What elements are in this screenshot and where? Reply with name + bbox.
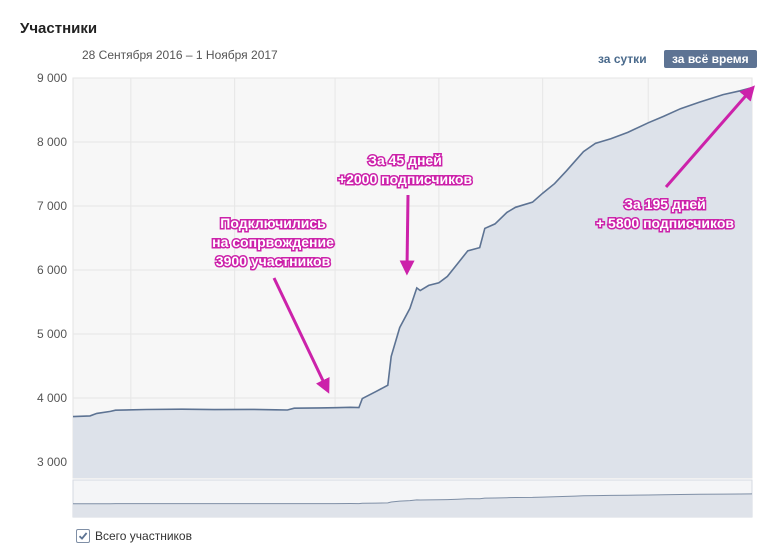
legend-item[interactable]: Всего участников <box>76 529 192 543</box>
checkbox-icon[interactable] <box>76 529 90 543</box>
y-tick-label: 6 000 <box>37 263 67 277</box>
annotation-arrow <box>272 277 330 394</box>
y-tick-label: 3 000 <box>37 455 67 469</box>
y-tick-label: 4 000 <box>37 391 67 405</box>
annotation-arrow <box>664 85 755 188</box>
navigator-line <box>73 493 753 505</box>
annotation-text: За 195 дней <box>624 196 705 212</box>
y-tick-label: 8 000 <box>37 135 67 149</box>
annotation-text: За 45 дней <box>368 152 442 168</box>
date-range: 28 Сентября 2016 – 1 Ноября 2017 <box>82 48 278 62</box>
y-tick-label: 5 000 <box>37 327 67 341</box>
annotation-text: на сопрвождение <box>212 234 334 250</box>
toggle-all-time[interactable]: за всё время <box>664 50 757 68</box>
legend-label: Всего участников <box>95 529 192 543</box>
annotation-text: + 5800 подписчиков <box>596 215 734 231</box>
navigator-area <box>73 493 752 517</box>
annotation-text: Подключились <box>220 215 326 231</box>
series-line <box>72 86 753 418</box>
y-tick-label: 7 000 <box>37 199 67 213</box>
annotation-text: 3900 участников <box>216 253 331 269</box>
y-tick-label: 9 000 <box>37 71 67 85</box>
series-area <box>73 87 752 478</box>
page-title: Участники <box>20 20 98 37</box>
toggle-day[interactable]: за сутки <box>598 52 647 66</box>
annotation-text: +2000 подписчиков <box>338 171 473 187</box>
annotation-arrow <box>399 194 415 276</box>
